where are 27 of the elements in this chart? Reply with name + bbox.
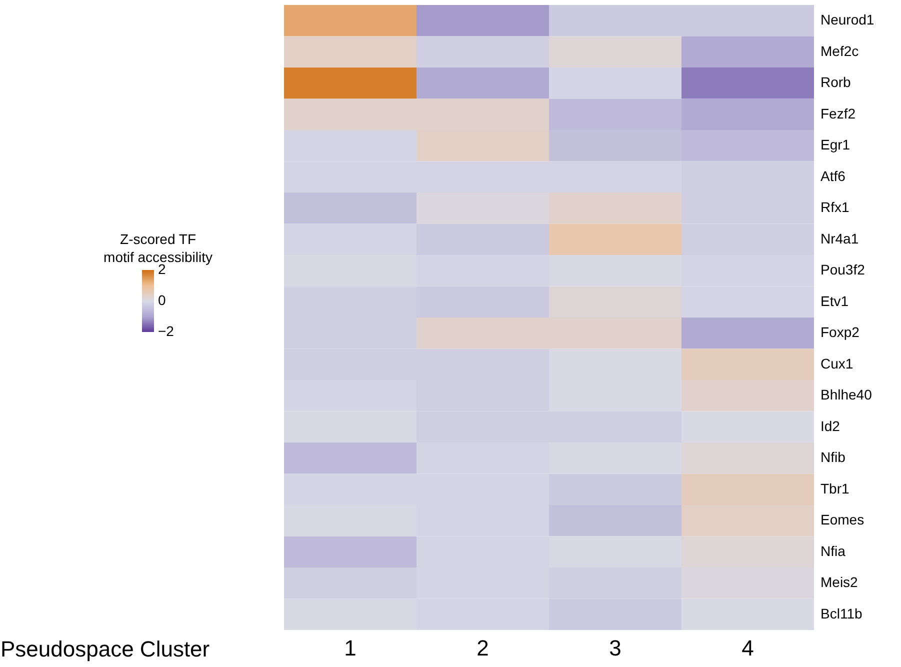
color-bar-label: −2 [158, 323, 174, 339]
y-tick-label: Fezf2 [820, 105, 856, 122]
x-tick-label: 2 [476, 636, 489, 660]
x-tick-label: 4 [742, 636, 754, 660]
x-tick-label: 3 [609, 636, 622, 660]
color-bar-label: 0 [158, 292, 166, 308]
y-tick-label: Neurod1 [820, 12, 874, 28]
y-tick-label: Bcl11b [820, 605, 862, 622]
y-tick-label: Eomes [820, 512, 864, 528]
y-tick-label: Meis2 [820, 574, 858, 590]
y-tick-label: Id2 [820, 418, 840, 434]
y-tick-label: Egr1 [820, 136, 850, 153]
y-tick-label: Bhlhe40 [820, 386, 872, 403]
y-tick-label: Pou3f2 [820, 262, 866, 278]
y-tick-label: Nr4a1 [820, 230, 859, 246]
y-tick-label: Nfia [820, 542, 846, 559]
x-axis-title: Pseudospace Cluster [0, 636, 210, 662]
y-tick-label: Atf6 [820, 168, 846, 184]
y-tick-label: Tbr1 [820, 480, 850, 496]
y-tick-label: Nfib [820, 449, 846, 466]
y-tick-label: Cux1 [820, 355, 854, 372]
y-tick-label: Etv1 [820, 292, 849, 309]
x-tick-label: 1 [344, 636, 356, 660]
y-tick-label: Rfx1 [820, 199, 850, 216]
y-tick-label: Mef2c [820, 42, 859, 59]
y-tick-label: Rorb [820, 74, 852, 90]
y-tick-label: Foxp2 [820, 324, 860, 340]
